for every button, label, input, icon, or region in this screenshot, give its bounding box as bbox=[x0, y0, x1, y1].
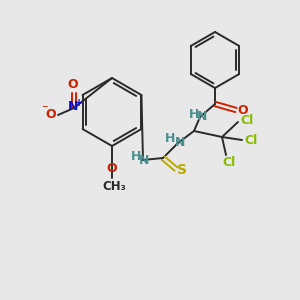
Text: N: N bbox=[197, 110, 207, 124]
Text: H: H bbox=[165, 131, 175, 145]
Text: N: N bbox=[139, 154, 149, 166]
Text: ⁻: ⁻ bbox=[41, 103, 47, 116]
Text: H: H bbox=[189, 107, 199, 121]
Text: +: + bbox=[75, 98, 83, 108]
Text: Cl: Cl bbox=[244, 134, 258, 146]
Text: N: N bbox=[175, 136, 185, 149]
Text: S: S bbox=[177, 163, 187, 177]
Text: O: O bbox=[46, 109, 56, 122]
Text: O: O bbox=[107, 163, 117, 176]
Text: N: N bbox=[68, 100, 78, 113]
Text: Cl: Cl bbox=[222, 155, 236, 169]
Text: O: O bbox=[238, 103, 248, 116]
Text: O: O bbox=[68, 79, 78, 92]
Text: CH₃: CH₃ bbox=[102, 179, 126, 193]
Text: H: H bbox=[131, 149, 141, 163]
Text: Cl: Cl bbox=[240, 113, 254, 127]
